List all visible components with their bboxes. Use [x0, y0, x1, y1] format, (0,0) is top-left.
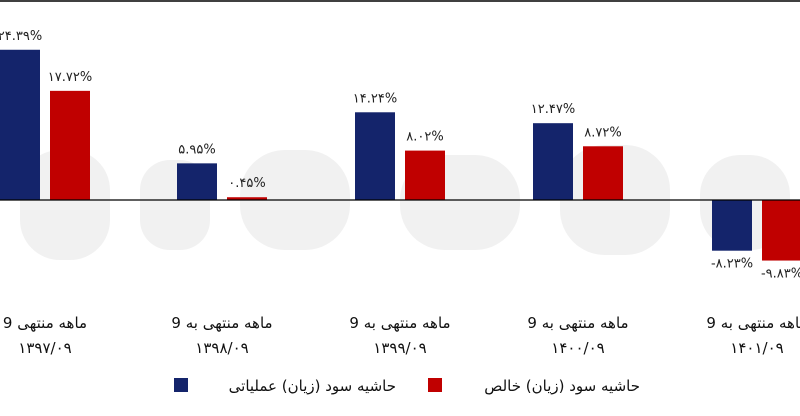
category-label-5-line-1: 9 ماهه منتهی به — [706, 314, 800, 332]
data-label-series-1-cat-1: ۲۴.۳۹% — [0, 29, 42, 44]
bar-series-2-cat-1 — [50, 90, 90, 200]
bar-series-1-cat-5 — [712, 200, 752, 251]
category-labels-layer: 9 ماهه منتهی ۱۳۹۷/۰۹ 9 ماهه منتهی به ۱۳۹۸/۰… — [3, 314, 800, 357]
bars-layer — [0, 49, 800, 261]
data-label-series-1-cat-3: ۱۴.۲۴% — [353, 91, 397, 106]
category-label-3-line-2: ۱۳۹۹/۰۹ — [373, 339, 426, 357]
data-label-series-1-cat-5: -۸.۲۳% — [711, 257, 753, 272]
legend-swatch-series-2 — [428, 378, 442, 392]
category-label-2-line-1: 9 ماهه منتهی به — [171, 314, 272, 332]
bar-series-1-cat-4 — [533, 123, 573, 200]
data-label-series-2-cat-3: ۸.۰۲% — [406, 130, 443, 145]
data-label-series-1-cat-2: ۵.۹۵% — [178, 142, 215, 157]
bar-series-1-cat-2 — [177, 163, 217, 200]
data-label-series-2-cat-5: -۹.۸۳% — [761, 267, 800, 282]
category-label-1-line-2: ۱۳۹۷/۰۹ — [18, 339, 71, 357]
data-label-series-1-cat-4: ۱۲.۴۷% — [531, 102, 575, 117]
data-label-series-2-cat-1: ۱۷.۷۲% — [48, 70, 92, 85]
bar-series-2-cat-4 — [583, 146, 623, 200]
bar-series-1-cat-3 — [355, 112, 395, 200]
data-label-series-2-cat-2: ۰.۴۵% — [228, 176, 265, 191]
category-label-4-line-2: ۱۴۰۰/۰۹ — [551, 339, 604, 357]
bar-series-2-cat-5 — [762, 200, 800, 261]
category-label-4-line-1: 9 ماهه منتهی به — [527, 314, 628, 332]
legend: حاشیه سود (زیان) عملیاتی حاشیه سود (زیان)… — [174, 377, 640, 395]
data-labels-layer: ۲۴.۳۹% ۱۷.۷۲% ۵.۹۵% ۰.۴۵% ۱۴.۲۴% ۸.۰۲% ۱۲.۴۷% ۸… — [0, 29, 800, 282]
legend-label-series-1: حاشیه سود (زیان) عملیاتی — [229, 377, 396, 395]
category-label-5-line-2: ۱۴۰۱/۰۹ — [730, 339, 783, 357]
category-label-3-line-1: 9 ماهه منتهی به — [349, 314, 450, 332]
bar-series-2-cat-3 — [405, 150, 445, 200]
category-label-2-line-2: ۱۳۹۸/۰۹ — [195, 339, 248, 357]
category-label-1-line-1: 9 ماهه منتهی — [3, 314, 87, 332]
legend-swatch-series-1 — [174, 378, 188, 392]
bar-series-1-cat-1 — [0, 49, 40, 200]
bar-series-2-cat-2 — [227, 197, 267, 200]
data-label-series-2-cat-4: ۸.۷۲% — [584, 125, 621, 140]
legend-label-series-2: حاشیه سود (زیان) خالص — [484, 377, 640, 395]
